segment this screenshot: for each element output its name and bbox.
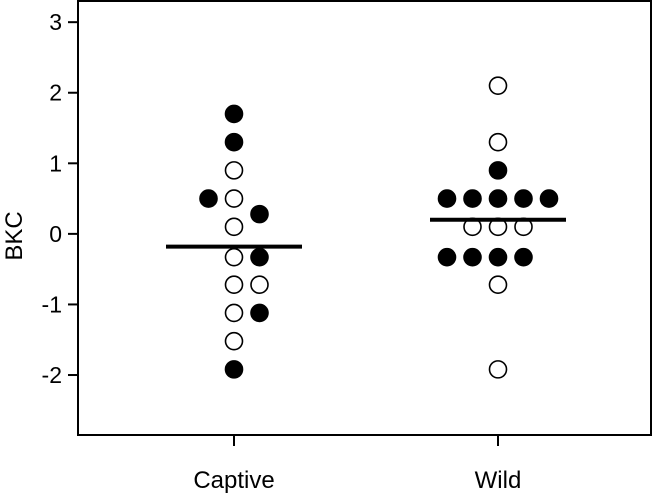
filled-data-point — [488, 189, 508, 208]
open-data-point — [250, 275, 269, 294]
open-data-point — [224, 161, 244, 180]
filled-data-point — [224, 132, 244, 152]
filled-data-point — [224, 104, 244, 124]
open-data-point — [224, 275, 244, 294]
open-data-point — [488, 275, 508, 294]
filled-data-point — [250, 247, 269, 267]
filled-data-point — [463, 247, 482, 267]
filled-data-point — [514, 189, 533, 208]
open-data-point — [224, 331, 244, 351]
y-tick-label: 1 — [49, 150, 62, 176]
y-tick-label: 0 — [49, 221, 62, 247]
filled-data-point — [250, 303, 269, 323]
y-tick-label: 2 — [49, 80, 62, 106]
open-data-point — [488, 76, 508, 95]
filled-data-point — [437, 189, 457, 208]
filled-data-point — [488, 161, 508, 180]
filled-data-point — [437, 247, 457, 267]
plot-frame — [77, 0, 652, 436]
open-data-point — [224, 303, 244, 323]
y-tick-label: -1 — [42, 291, 62, 317]
y-axis-label: BKC — [1, 211, 28, 260]
filled-data-point — [539, 189, 559, 208]
x-axis: Captive Wild — [193, 435, 521, 494]
filled-data-point — [463, 189, 482, 208]
open-data-point — [224, 217, 244, 237]
open-data-point — [224, 189, 244, 208]
x-category-label: Wild — [475, 467, 522, 494]
filled-data-point — [224, 360, 244, 379]
data-points — [199, 76, 559, 379]
filled-data-point — [514, 247, 533, 267]
group-means — [166, 217, 566, 249]
open-data-point — [488, 360, 508, 379]
filled-data-point — [199, 189, 218, 208]
x-category-label: Captive — [193, 467, 274, 494]
y-axis: -2 -1 0 1 2 3 — [42, 9, 78, 388]
y-tick-label: 3 — [49, 9, 62, 35]
y-tick-label: -2 — [42, 362, 62, 388]
filled-data-point — [488, 247, 508, 267]
filled-data-point — [250, 204, 269, 224]
open-data-point — [224, 247, 244, 267]
open-data-point — [488, 132, 508, 152]
